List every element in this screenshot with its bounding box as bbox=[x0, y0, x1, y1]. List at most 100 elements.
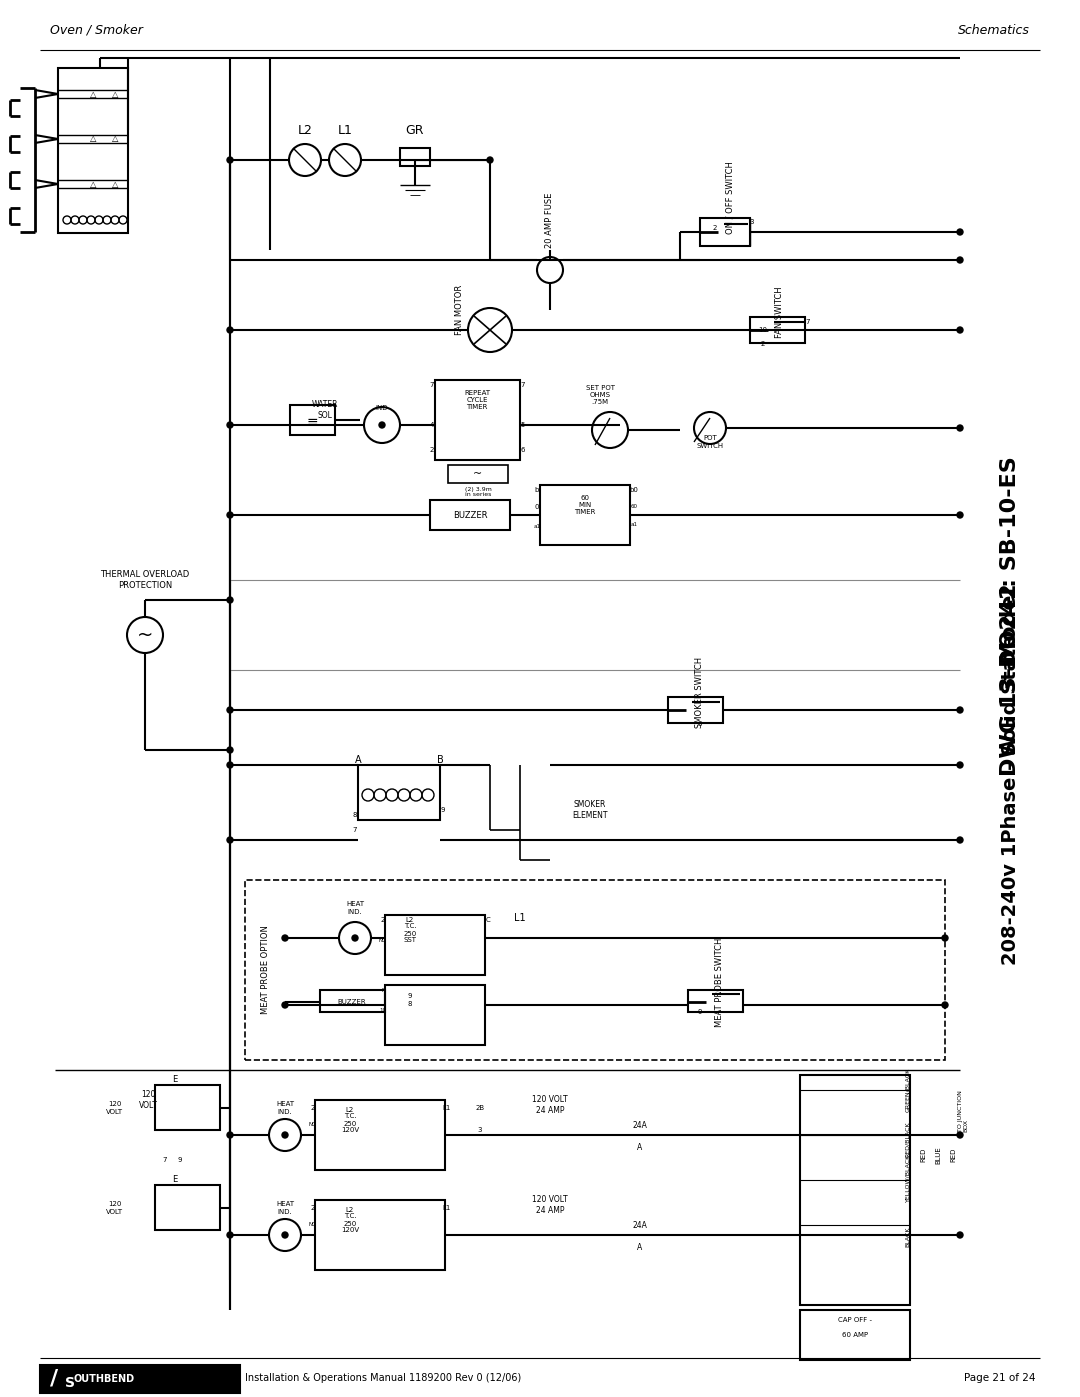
Text: 10: 10 bbox=[379, 1007, 387, 1013]
Text: 8: 8 bbox=[353, 812, 357, 819]
Text: 2: 2 bbox=[760, 341, 766, 346]
Circle shape bbox=[957, 707, 963, 712]
Text: Schematics: Schematics bbox=[958, 24, 1030, 36]
Bar bbox=[156, 1085, 220, 1130]
Circle shape bbox=[227, 327, 233, 332]
Circle shape bbox=[957, 837, 963, 842]
Text: 9: 9 bbox=[698, 1009, 702, 1016]
Text: RED: RED bbox=[950, 1148, 956, 1162]
Text: 208-240v 1Phase - Solid State: 208-240v 1Phase - Solid State bbox=[1000, 634, 1020, 965]
Text: b: b bbox=[535, 488, 539, 493]
Circle shape bbox=[227, 1232, 233, 1238]
Circle shape bbox=[957, 425, 963, 432]
Text: 2: 2 bbox=[311, 1105, 315, 1111]
Bar bbox=[435, 380, 519, 460]
Circle shape bbox=[957, 1132, 963, 1139]
Text: 5: 5 bbox=[521, 422, 525, 427]
Bar bbox=[750, 317, 805, 344]
Bar bbox=[700, 218, 750, 246]
Circle shape bbox=[942, 1002, 948, 1009]
Bar bbox=[315, 1099, 445, 1171]
Text: NO: NO bbox=[309, 1222, 318, 1228]
Text: (2) 3.9m
in series: (2) 3.9m in series bbox=[464, 486, 491, 497]
Text: BUZZER: BUZZER bbox=[453, 510, 487, 520]
Text: 120
VOLT: 120 VOLT bbox=[138, 1090, 158, 1109]
Text: SMOKER
ELEMENT: SMOKER ELEMENT bbox=[572, 800, 608, 820]
Bar bbox=[245, 880, 945, 1060]
Text: ~: ~ bbox=[473, 469, 483, 479]
Text: 7: 7 bbox=[163, 1157, 167, 1162]
Circle shape bbox=[282, 1232, 288, 1238]
Text: B: B bbox=[436, 754, 444, 766]
Circle shape bbox=[282, 1132, 288, 1139]
Text: RED: RED bbox=[920, 1148, 926, 1162]
Text: BLUE: BLUE bbox=[935, 1146, 941, 1164]
Bar bbox=[448, 465, 508, 483]
Text: L2
T.C.
250
SST: L2 T.C. 250 SST bbox=[403, 916, 417, 943]
Circle shape bbox=[227, 597, 233, 604]
Text: 0: 0 bbox=[535, 504, 539, 510]
Text: 20 AMP FUSE: 20 AMP FUSE bbox=[545, 193, 554, 247]
Circle shape bbox=[227, 156, 233, 163]
Bar bbox=[540, 485, 630, 545]
Circle shape bbox=[379, 422, 384, 427]
Text: a1: a1 bbox=[534, 524, 540, 529]
Bar bbox=[688, 990, 743, 1011]
Bar bbox=[315, 1200, 445, 1270]
Text: BUZZER: BUZZER bbox=[338, 999, 366, 1004]
Text: ~: ~ bbox=[137, 626, 153, 644]
Circle shape bbox=[957, 1232, 963, 1238]
Text: POT
SWITCH: POT SWITCH bbox=[697, 436, 724, 448]
Text: a1: a1 bbox=[631, 522, 637, 528]
Text: 120 VOLT
24 AMP: 120 VOLT 24 AMP bbox=[532, 1095, 568, 1115]
Text: 24A: 24A bbox=[633, 1221, 647, 1229]
Bar bbox=[40, 1365, 240, 1393]
Circle shape bbox=[957, 257, 963, 263]
Circle shape bbox=[227, 1132, 233, 1139]
Text: Model: SB-10-ES: Model: SB-10-ES bbox=[1000, 457, 1020, 664]
Text: FAN MOTOR: FAN MOTOR bbox=[456, 285, 464, 335]
Text: △: △ bbox=[90, 89, 96, 99]
Text: L2
T.C.
250
120V: L2 T.C. 250 120V bbox=[341, 1106, 359, 1133]
Circle shape bbox=[227, 761, 233, 768]
Text: ON / OFF SWITCH: ON / OFF SWITCH bbox=[726, 162, 734, 235]
Text: Installation & Operations Manual 1189200 Rev 0 (12/06): Installation & Operations Manual 1189200… bbox=[245, 1373, 522, 1383]
Circle shape bbox=[282, 935, 288, 942]
Text: MEAT PROBE SWITCH: MEAT PROBE SWITCH bbox=[715, 937, 725, 1027]
Text: 2: 2 bbox=[430, 447, 434, 453]
Circle shape bbox=[227, 747, 233, 753]
Circle shape bbox=[227, 422, 233, 427]
Text: NO: NO bbox=[379, 937, 388, 943]
Text: IND: IND bbox=[376, 405, 388, 411]
Text: E: E bbox=[173, 1175, 177, 1185]
Text: HEAT
IND.: HEAT IND. bbox=[275, 1101, 294, 1115]
Text: GREEN/BLACK: GREEN/BLACK bbox=[905, 1067, 910, 1112]
Text: 2: 2 bbox=[713, 225, 717, 231]
Text: L1: L1 bbox=[338, 123, 352, 137]
Text: CAP OFF -: CAP OFF - bbox=[838, 1317, 872, 1323]
Text: △: △ bbox=[111, 179, 118, 189]
Text: 2: 2 bbox=[381, 916, 386, 923]
Circle shape bbox=[227, 511, 233, 518]
Text: E: E bbox=[173, 1076, 177, 1084]
Text: 60
MIN
TIMER: 60 MIN TIMER bbox=[575, 495, 596, 515]
Text: 120
VOLT: 120 VOLT bbox=[107, 1101, 123, 1115]
Text: L1: L1 bbox=[443, 1105, 451, 1111]
Text: GR: GR bbox=[406, 123, 424, 137]
Text: △: △ bbox=[90, 179, 96, 189]
Text: HEAT
IND.: HEAT IND. bbox=[275, 1201, 294, 1214]
Text: 60 AMP: 60 AMP bbox=[842, 1331, 868, 1338]
Text: SMOKER SWITCH: SMOKER SWITCH bbox=[696, 657, 704, 728]
Text: △: △ bbox=[90, 134, 96, 144]
Bar bbox=[800, 1076, 910, 1305]
Text: 24A: 24A bbox=[633, 1120, 647, 1130]
Text: △: △ bbox=[111, 134, 118, 144]
Text: A: A bbox=[637, 1243, 643, 1253]
Bar bbox=[58, 68, 129, 233]
Text: A: A bbox=[637, 1144, 643, 1153]
Text: b0: b0 bbox=[630, 488, 638, 493]
Bar bbox=[430, 500, 510, 529]
Text: L2: L2 bbox=[298, 123, 312, 137]
Circle shape bbox=[957, 761, 963, 768]
Text: Oven / Smoker: Oven / Smoker bbox=[50, 24, 143, 36]
